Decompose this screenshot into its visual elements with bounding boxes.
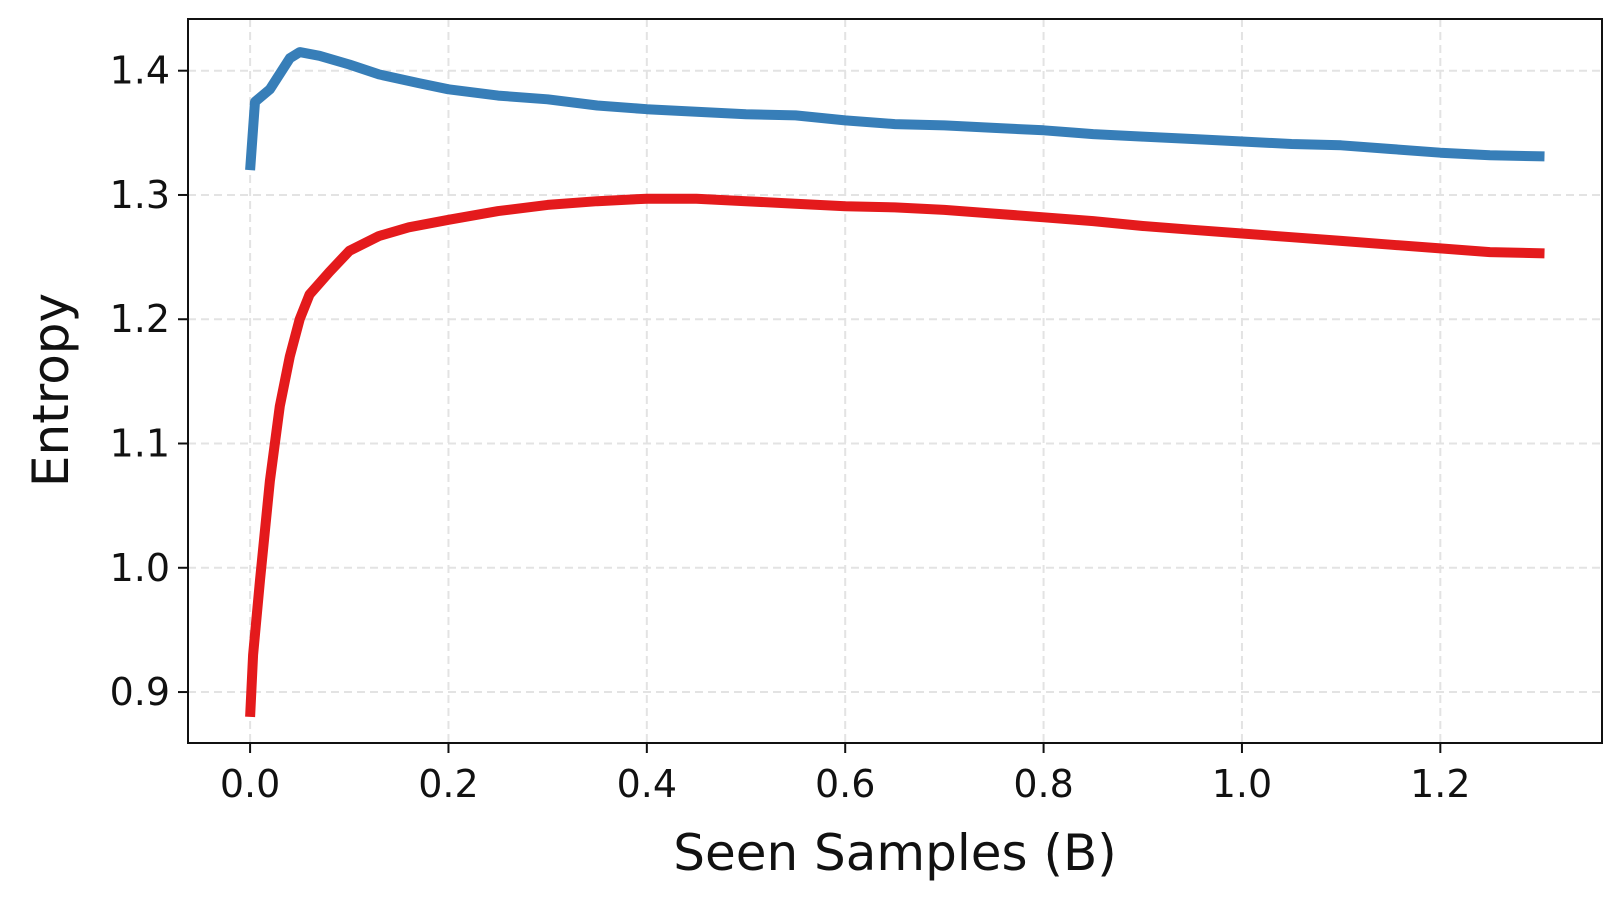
y-tick-label: 0.9 [110,670,170,714]
y-tick-label: 1.2 [110,297,170,341]
x-tick-label: 0.8 [1013,762,1073,806]
x-tick-label: 0.2 [418,762,478,806]
x-tick-label: 0.4 [617,762,677,806]
y-tick-label: 1.4 [110,49,170,93]
x-tick-label: 0.6 [815,762,875,806]
x-tick-label: 1.2 [1410,762,1470,806]
data-line [245,47,1545,171]
x-axis-label: Seen Samples (B) [673,824,1117,882]
x-tick-label: 1.0 [1212,762,1272,806]
data-line [245,193,1545,718]
y-tick-label: 1.0 [110,546,170,590]
y-tick-label: 1.1 [110,422,170,466]
y-tick-label: 1.3 [110,173,170,217]
x-tick-label: 0.0 [220,762,280,806]
plot-frame [187,18,1603,744]
y-axis-label: Entropy [22,293,80,487]
